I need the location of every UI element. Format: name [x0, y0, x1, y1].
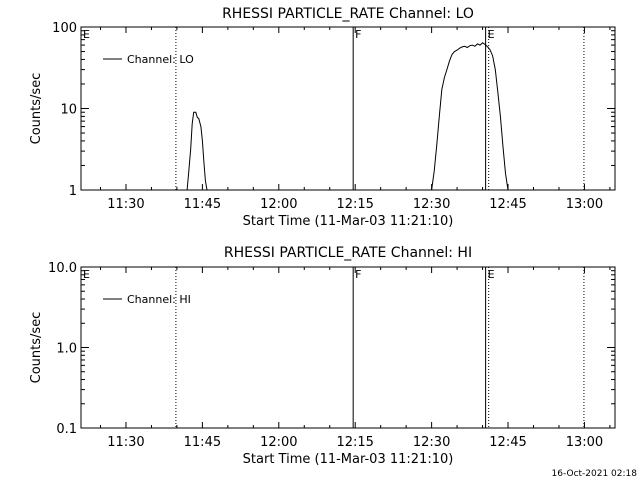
x-tick-label: 12:15 — [336, 197, 373, 212]
event-marker-label: F — [355, 28, 361, 41]
event-marker-label: F — [355, 268, 361, 281]
chart-title: RHESSI PARTICLE_RATE Channel: LO — [222, 6, 474, 22]
y-tick-label: 0.1 — [56, 422, 77, 437]
event-marker-label: E — [488, 28, 495, 41]
data-series-line-segment-0 — [186, 111, 208, 191]
chart-panel-hi: RHESSI PARTICLE_RATE Channel: HI E F E 11:30… — [29, 245, 616, 467]
y-tick-label: 1.0 — [56, 342, 77, 357]
x-axis-label: Start Time (11-Mar-03 11:21:10) — [243, 214, 454, 229]
x-tick-label: 12:00 — [260, 435, 297, 450]
x-tick-label: 12:45 — [489, 435, 526, 450]
data-series-line-segment-1 — [431, 42, 509, 191]
x-tick-label: 12:30 — [413, 197, 450, 212]
y-tick-label: 100 — [52, 21, 77, 36]
y-axis-label: Counts/sec — [29, 312, 44, 384]
x-tick-label: 12:30 — [413, 435, 450, 450]
plot-timestamp: 16-Oct-2021 02:18 — [552, 469, 638, 479]
x-tick-label: 11:30 — [107, 197, 144, 212]
event-marker-label: E — [83, 28, 90, 41]
y-axis-label: Counts/sec — [29, 73, 44, 145]
x-tick-label: 12:45 — [489, 197, 526, 212]
x-tick-label: 12:00 — [260, 197, 297, 212]
x-axis-label: Start Time (11-Mar-03 11:21:10) — [243, 452, 454, 467]
x-tick-label: 12:15 — [336, 435, 373, 450]
chart-panel-lo: RHESSI PARTICLE_RATE Channel: LO E F E 11:30… — [29, 6, 616, 229]
event-marker-label: E — [488, 268, 495, 281]
y-tick-label: 1 — [69, 184, 77, 199]
y-tick-label: 10 — [60, 103, 77, 118]
chart-title: RHESSI PARTICLE_RATE Channel: HI — [224, 245, 472, 261]
x-tick-label: 13:00 — [566, 197, 603, 212]
legend-label: Channel: LO — [127, 53, 194, 66]
y-tick-label: 10.0 — [48, 261, 77, 276]
x-tick-label: 13:00 — [566, 435, 603, 450]
event-marker-label: E — [83, 268, 90, 281]
x-tick-label: 11:45 — [184, 197, 221, 212]
x-tick-label: 11:30 — [107, 435, 144, 450]
legend-label: Channel: HI — [127, 293, 191, 306]
x-tick-label: 11:45 — [184, 435, 221, 450]
